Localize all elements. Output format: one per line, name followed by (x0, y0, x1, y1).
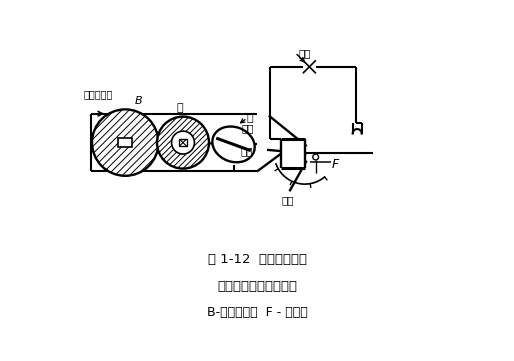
Circle shape (157, 117, 209, 169)
Text: 微调: 微调 (299, 48, 311, 58)
Circle shape (92, 109, 158, 176)
Bar (118, 138, 133, 147)
Text: 修正: 修正 (242, 123, 254, 133)
Text: 中停: 中停 (241, 147, 253, 157)
Text: B-调速节流阀  F - 选择阀: B-调速节流阀 F - 选择阀 (207, 306, 307, 319)
Text: 阀与选择阀流程示意图: 阀与选择阀流程示意图 (217, 280, 297, 293)
Text: 来自开停阀: 来自开停阀 (84, 89, 113, 99)
Bar (179, 139, 187, 146)
Circle shape (172, 131, 194, 154)
Text: B: B (134, 96, 142, 106)
Text: 工作: 工作 (282, 195, 294, 205)
Text: 快: 快 (247, 113, 253, 123)
Ellipse shape (212, 126, 255, 162)
Circle shape (313, 154, 319, 160)
Bar (281, 139, 305, 168)
Text: 图 1-12  外圆磨床调速: 图 1-12 外圆磨床调速 (208, 253, 306, 266)
Text: F: F (332, 158, 339, 171)
Text: 慢: 慢 (176, 103, 182, 113)
